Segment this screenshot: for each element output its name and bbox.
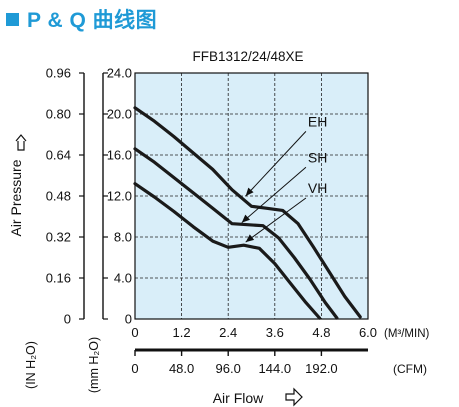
x-tick-label: 0 bbox=[131, 325, 138, 340]
x-axis-label: Air Flow bbox=[213, 390, 264, 406]
annotation-leader bbox=[245, 197, 307, 243]
series-line-vh bbox=[133, 182, 322, 320]
annotation-label-eh: EH bbox=[308, 113, 327, 129]
annotation-label-vh: VH bbox=[308, 180, 327, 196]
header: P & Q 曲线图 bbox=[6, 4, 157, 34]
chart-title: FFB1312/24/48XE bbox=[192, 49, 303, 64]
x-tick-label-cfm: 96.0 bbox=[216, 361, 241, 376]
x-tick-label-cfm: 48.0 bbox=[169, 361, 194, 376]
y-tick-label-mm: 16.0 bbox=[107, 148, 132, 163]
y-tick-label-mm: 12.0 bbox=[107, 189, 132, 204]
axis-labels: (M³/MIN) (CFM) Air Pressure (IN H₂O) (mm H₂O… bbox=[8, 134, 430, 407]
y-tick-label-in: 0.16 bbox=[46, 271, 71, 286]
y-tick-label-in: 0 bbox=[64, 312, 71, 327]
x-tick-label: 1.2 bbox=[173, 325, 191, 340]
y-tick-label-in: 0.64 bbox=[46, 148, 71, 163]
annotation-arrowhead bbox=[245, 234, 255, 243]
y-tick-label-mm: 0 bbox=[125, 312, 132, 327]
axes: 0 0.16 0.32 0.48 0.64 0.80 0.96 0 4.0 8.0 12.0 16.0… bbox=[46, 66, 377, 377]
x-axis-arrow-icon bbox=[285, 387, 303, 407]
x-unit-secondary: (CFM) bbox=[393, 362, 427, 376]
x-tick-label: 2.4 bbox=[219, 325, 237, 340]
y-axis-arrow-icon bbox=[15, 134, 27, 151]
y-tick-label-in: 0.80 bbox=[46, 107, 71, 122]
x-tick-label: 4.8 bbox=[312, 325, 330, 340]
y-tick-label-in: 0.48 bbox=[46, 189, 71, 204]
y-tick-label-in: 0.96 bbox=[46, 66, 71, 81]
y-tick-label-mm: 4.0 bbox=[114, 271, 132, 286]
header-bullet-icon bbox=[6, 12, 19, 26]
x-tick-label: 6.0 bbox=[359, 325, 377, 340]
y-tick-label-mm: 20.0 bbox=[107, 107, 132, 122]
annotation-label-sh: SH bbox=[308, 149, 327, 165]
annotation-arrowhead bbox=[241, 214, 251, 223]
plot-frame bbox=[134, 72, 369, 320]
annotations: EH SH VH bbox=[241, 113, 327, 243]
x-tick-label-cfm: 0 bbox=[131, 361, 138, 376]
x-unit-primary: (M³/MIN) bbox=[384, 328, 430, 340]
annotation-arrowhead bbox=[245, 187, 254, 196]
x-tick-label-cfm: 144.0 bbox=[259, 361, 292, 376]
y-unit-in-label: (IN H₂O) bbox=[24, 341, 38, 389]
y-tick-label-mm: 8.0 bbox=[114, 230, 132, 245]
annotation-leader bbox=[245, 131, 307, 197]
page-title: P & Q 曲线图 bbox=[27, 9, 158, 32]
y-tick-label-mm: 24.0 bbox=[107, 66, 132, 81]
y-tick-label-in: 0.32 bbox=[46, 230, 71, 245]
annotation-leader bbox=[241, 166, 307, 224]
x-tick-label-cfm: 192.0 bbox=[305, 361, 338, 376]
series-line-sh bbox=[133, 147, 339, 320]
y-unit-mm-label: (mm H₂O) bbox=[87, 337, 101, 393]
x-tick-label: 3.6 bbox=[266, 325, 284, 340]
y-axis-label: Air Pressure bbox=[8, 159, 24, 236]
